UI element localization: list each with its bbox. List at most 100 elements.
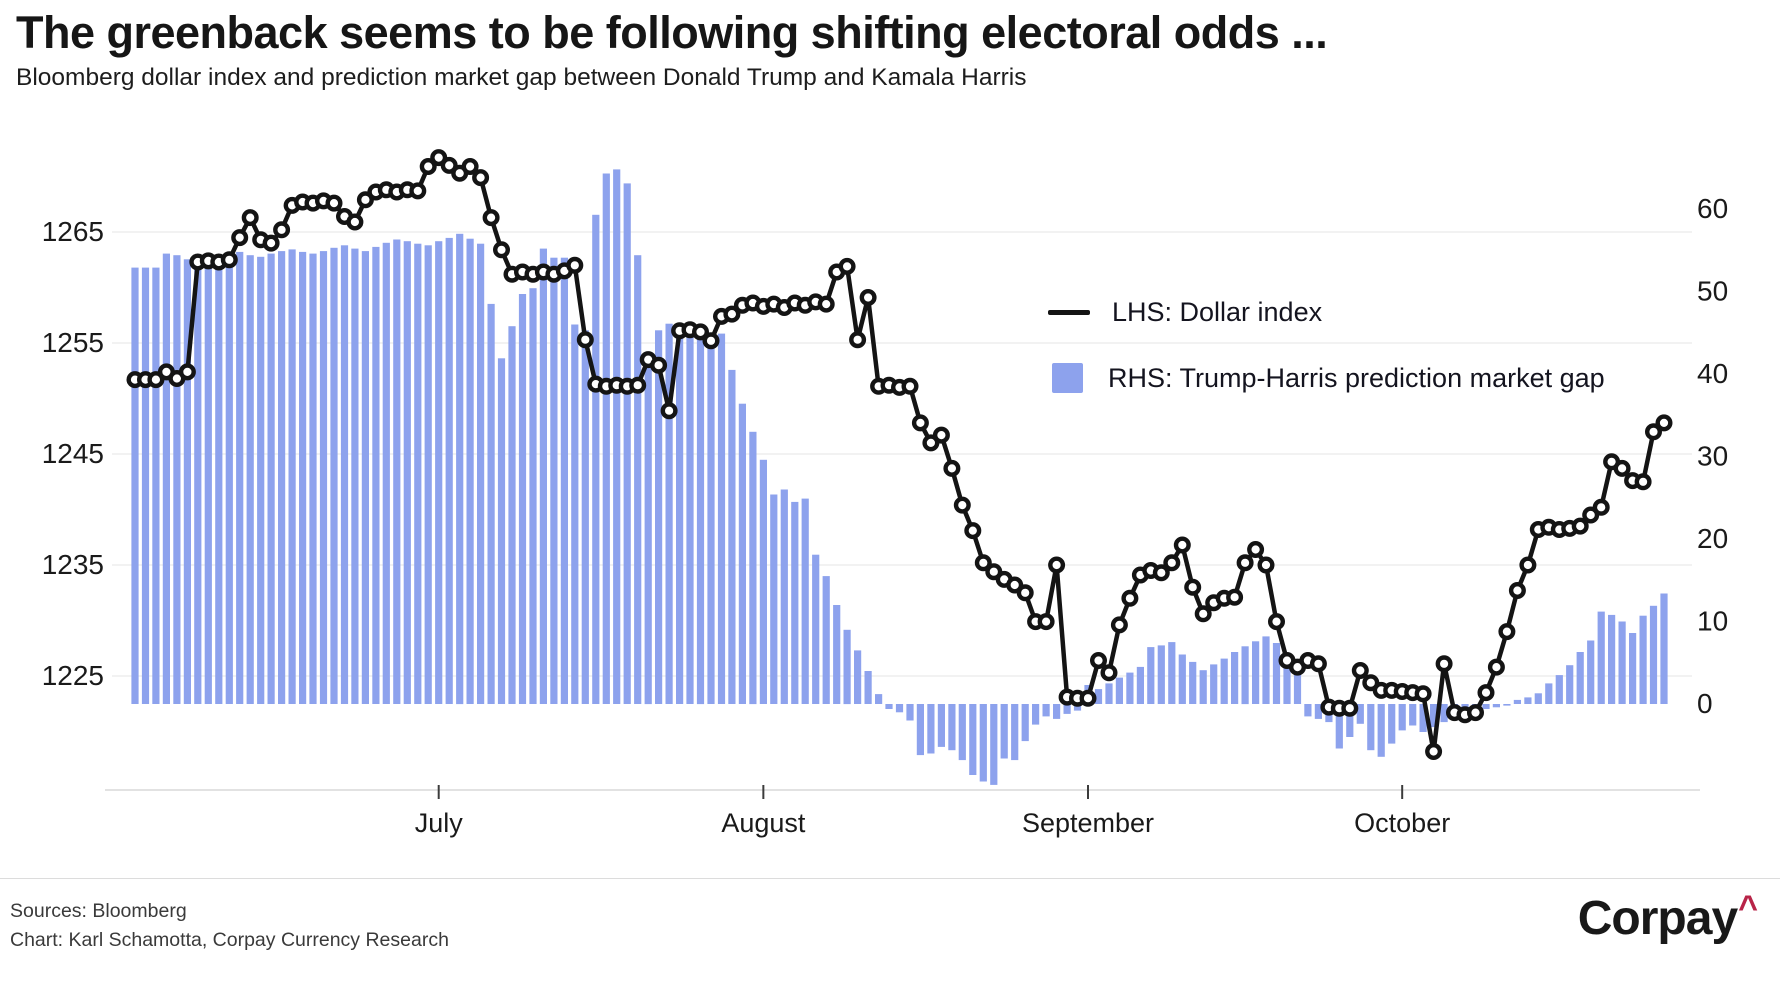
bar [288, 249, 296, 704]
right-axis-label: 20 [1697, 523, 1728, 554]
line-marker [1163, 554, 1181, 572]
bar [1210, 664, 1218, 704]
bar [812, 554, 820, 704]
bar [728, 369, 736, 704]
right-axis-label: 40 [1697, 358, 1728, 389]
bar [854, 650, 862, 704]
bar [309, 253, 317, 704]
line-marker [419, 157, 437, 175]
bar [1042, 704, 1050, 717]
bar [1011, 704, 1019, 761]
line-marker [1592, 498, 1610, 516]
line-marker [849, 331, 867, 349]
bar [1409, 704, 1417, 726]
bar [864, 671, 872, 704]
bar [141, 267, 150, 704]
bar [1262, 636, 1270, 704]
bar [1597, 611, 1605, 704]
bar [1534, 693, 1542, 704]
line-marker [1341, 699, 1359, 717]
left-axis-label: 1255 [42, 327, 104, 358]
bar [676, 327, 684, 704]
bar [225, 254, 233, 704]
bar [550, 257, 558, 704]
line-series-swatch [1048, 309, 1090, 315]
bar [1440, 704, 1448, 723]
line-marker [1613, 459, 1631, 477]
bar [1618, 621, 1626, 704]
bar [215, 257, 223, 704]
bar [602, 173, 610, 704]
bar [801, 498, 809, 704]
bar [1492, 704, 1500, 708]
line-marker [1519, 556, 1537, 574]
line-marker [911, 414, 929, 432]
line-marker [1582, 506, 1600, 524]
bar [1388, 704, 1396, 744]
line-series-label: LHS: Dollar index [1112, 296, 1323, 327]
line-marker [409, 182, 427, 200]
bar [1283, 652, 1291, 704]
line-marker [1435, 655, 1453, 673]
bar [257, 256, 265, 704]
bar [340, 245, 349, 705]
bar [655, 330, 663, 704]
bar-series-label: RHS: Trump-Harris prediction market gap [1108, 362, 1605, 393]
line-marker [1152, 564, 1170, 582]
bar [162, 253, 170, 704]
bar [990, 704, 998, 785]
line-marker [1194, 605, 1212, 623]
line-marker [650, 356, 668, 374]
line-marker [1079, 689, 1097, 707]
bar [1398, 704, 1406, 731]
bar [1147, 647, 1155, 704]
bar [1545, 683, 1553, 704]
line-marker [629, 376, 647, 394]
x-axis-label: September [1022, 808, 1154, 838]
bar [1189, 661, 1197, 704]
bar-series-swatch [1052, 363, 1083, 393]
bar [696, 332, 705, 705]
bar [497, 358, 506, 704]
line-marker [1655, 414, 1673, 432]
bar [1419, 704, 1427, 732]
bar [466, 238, 474, 704]
bar [1073, 704, 1082, 711]
bar [937, 704, 945, 747]
bar [1482, 704, 1490, 709]
line-marker [838, 257, 856, 275]
footer-notes: Sources: Bloomberg Chart: Karl Schamotta… [10, 897, 449, 955]
right-axis-label: 0 [1697, 688, 1713, 719]
line-marker [1362, 674, 1380, 692]
bar [1587, 640, 1595, 704]
line-marker [493, 241, 511, 259]
bar [875, 694, 883, 704]
line-marker [1477, 684, 1495, 702]
line-marker [953, 496, 971, 514]
bar [1304, 704, 1312, 717]
source-note: Sources: Bloomberg [10, 900, 187, 922]
line-marker [472, 169, 490, 187]
bar [833, 605, 841, 704]
bar [403, 241, 411, 704]
line-marker [964, 522, 982, 540]
bar [236, 251, 244, 704]
line-marker [178, 363, 196, 381]
line-marker [1247, 541, 1265, 559]
line-marker [1016, 584, 1034, 602]
bar [1272, 643, 1281, 704]
bar [152, 267, 160, 704]
line-marker [1487, 658, 1505, 676]
corpay-caret-icon: ^ [1738, 889, 1758, 927]
x-axis-label: July [415, 808, 464, 838]
bar [843, 629, 851, 705]
bar [372, 246, 380, 704]
bar [770, 494, 778, 704]
bar [1126, 672, 1134, 704]
line-marker [932, 426, 950, 444]
bar [979, 704, 987, 782]
line-marker [1236, 554, 1254, 572]
line-marker [1048, 556, 1066, 574]
line-marker [1414, 685, 1432, 703]
